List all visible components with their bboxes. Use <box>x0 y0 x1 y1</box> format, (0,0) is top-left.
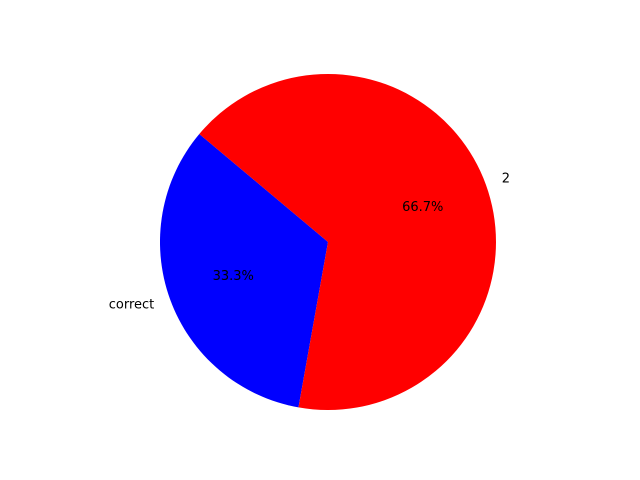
pie-slice-labels: correct 2 <box>109 171 510 312</box>
pie-percent-labels: 33.3% 66.7% <box>213 200 444 284</box>
pie-percent-label: 66.7% <box>402 200 443 215</box>
pie-percent-label: 33.3% <box>213 269 254 284</box>
pie-slice-label: correct <box>109 298 155 313</box>
pie-slice-2 <box>199 74 496 411</box>
pie-slices <box>159 74 496 411</box>
pie-slice-correct <box>159 134 328 408</box>
pie-slice-label: 2 <box>502 171 510 186</box>
